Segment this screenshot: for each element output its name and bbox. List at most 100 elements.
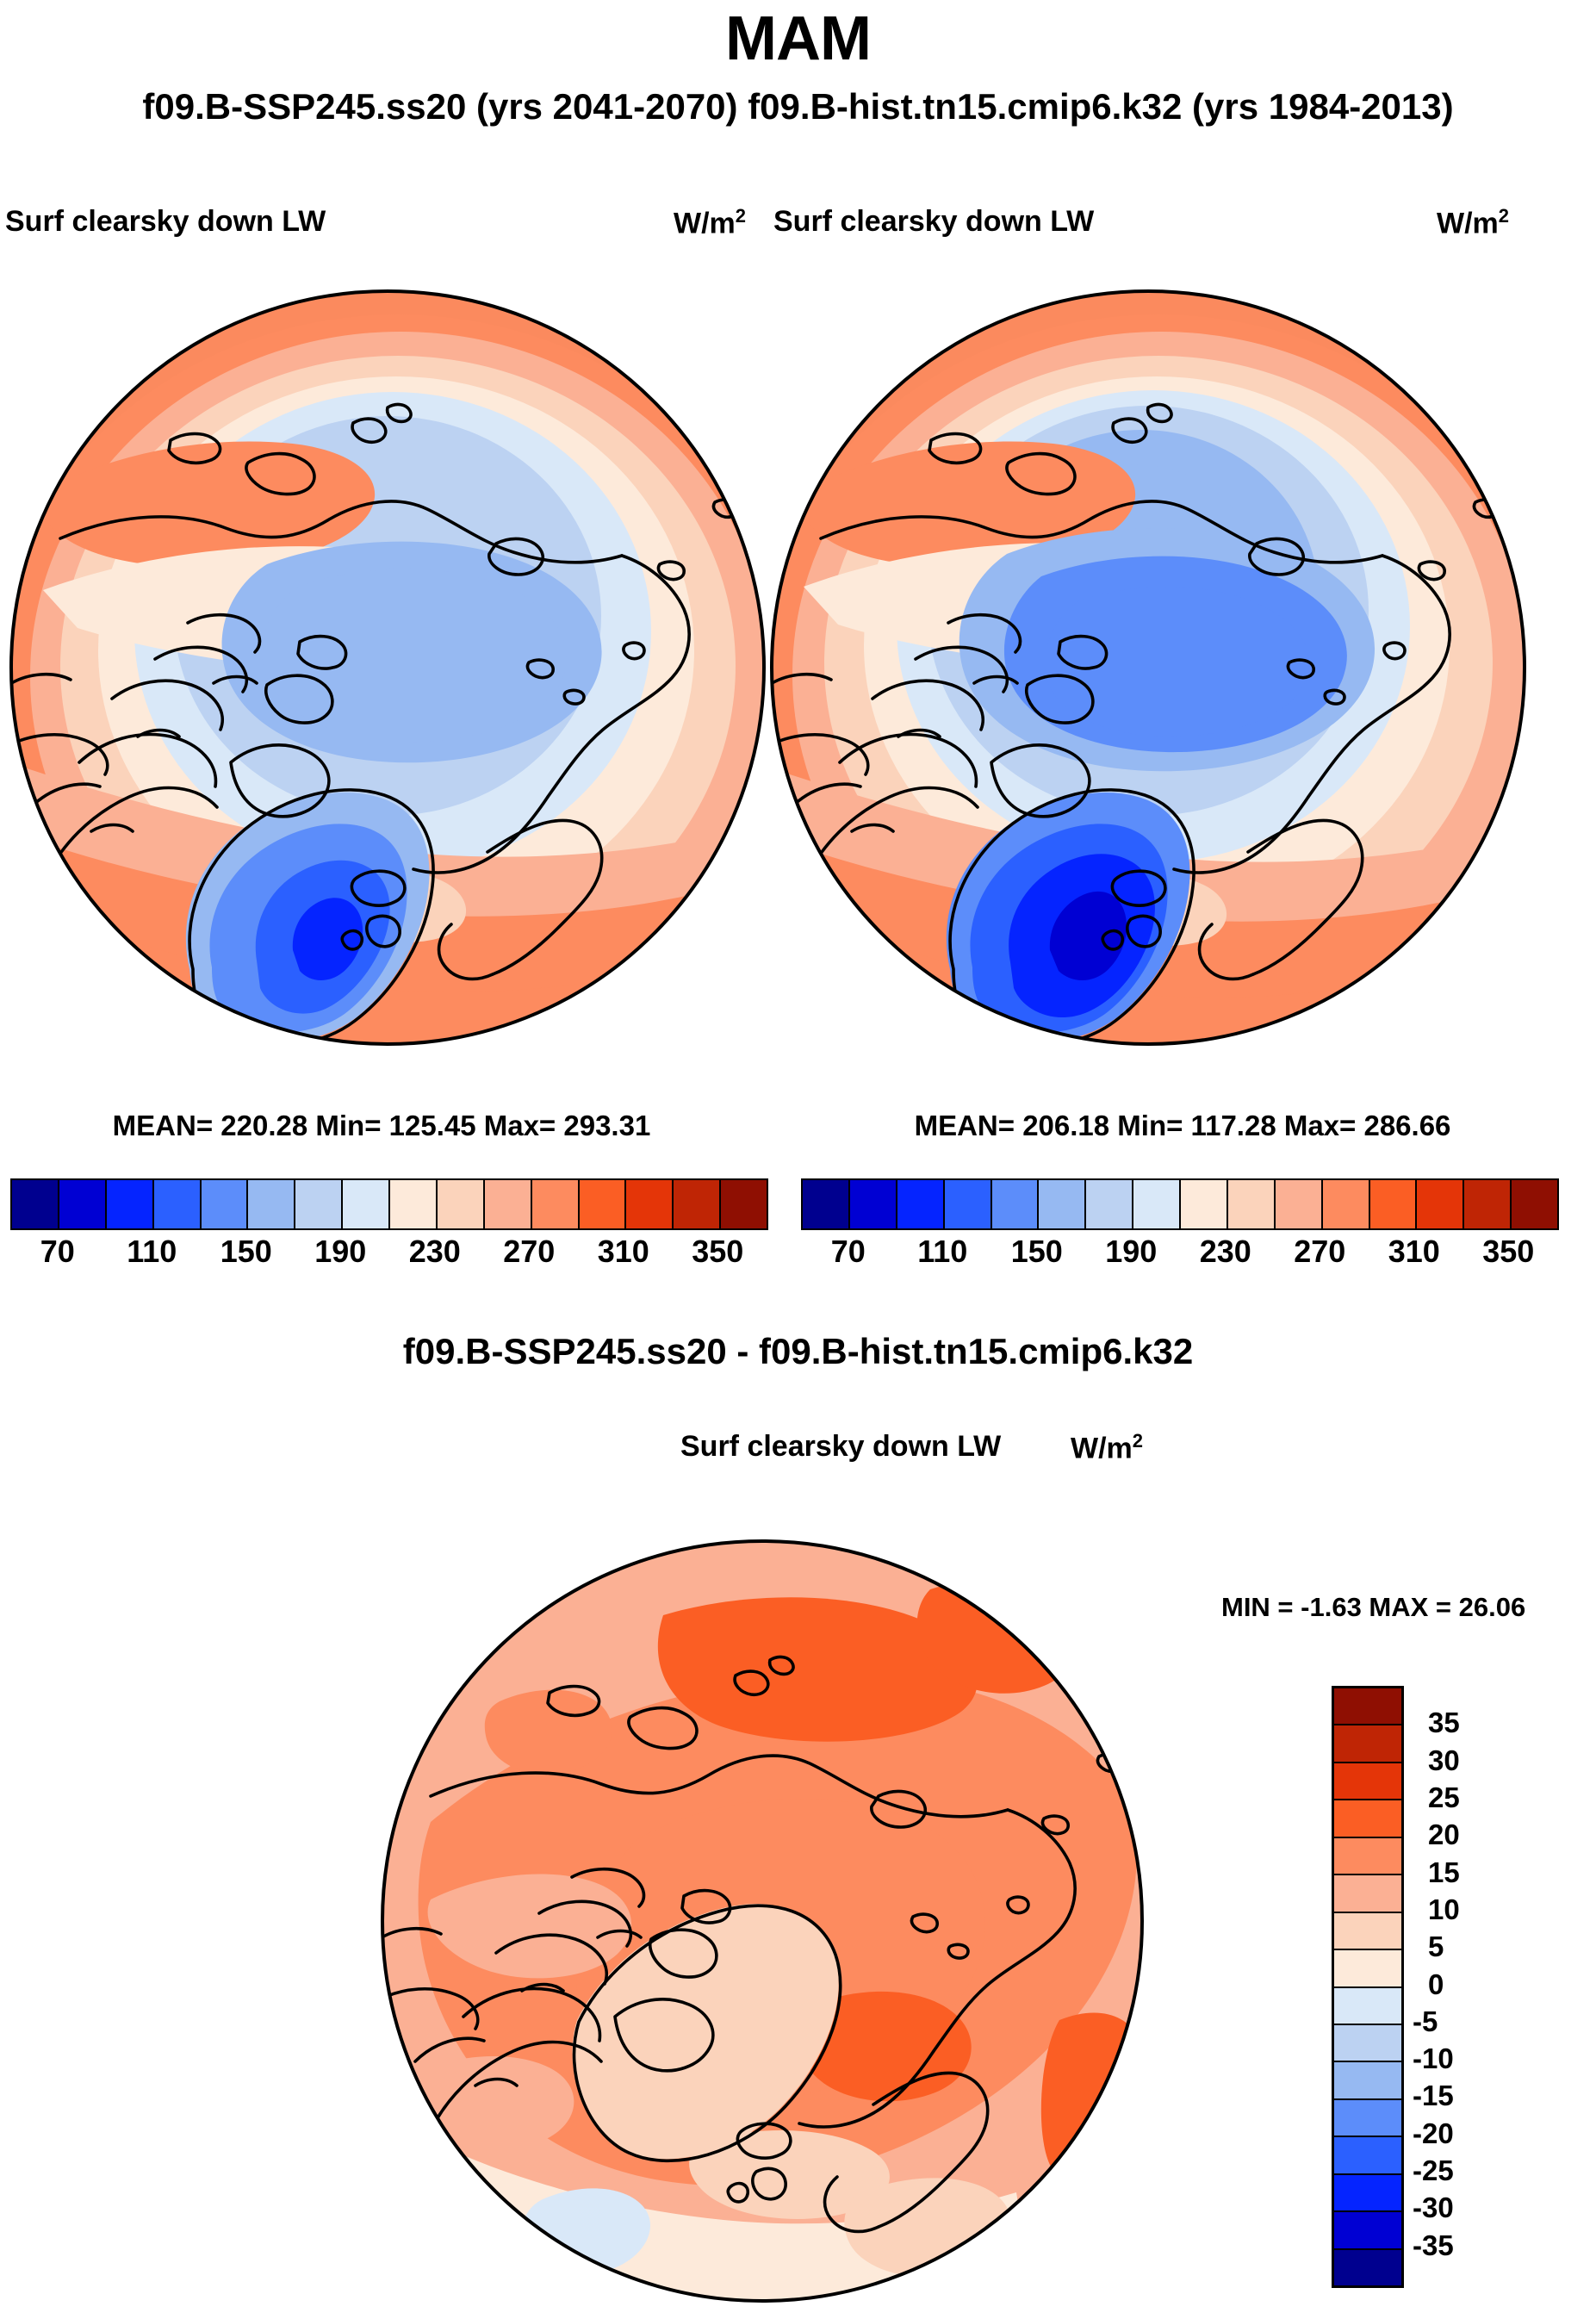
difference-units: W/m2	[1071, 1430, 1143, 1465]
colorbar-cell	[803, 1180, 850, 1228]
colorbar-cell	[1334, 1912, 1401, 1951]
colorbar-cell	[390, 1180, 438, 1228]
colorbar-cell	[1086, 1180, 1134, 1228]
left-panel-units: W/m2	[674, 205, 746, 240]
right-map-outline	[770, 289, 1526, 1046]
difference-polar-map	[379, 1538, 1146, 2304]
colorbar-cell	[1334, 1800, 1401, 1838]
difference-map-outline	[381, 1539, 1144, 2303]
colorbar-cell	[1334, 1837, 1401, 1876]
colorbar-tick-label: 30	[1428, 1744, 1460, 1776]
left-colorbar-ticks: 70 110 150 190 230 270 310 350	[10, 1234, 765, 1273]
colorbar-cell	[1334, 1987, 1401, 2025]
colorbar-tick-label: -30	[1413, 2192, 1454, 2224]
left-panel-stats: MEAN= 220.28 Min= 125.45 Max= 293.31	[112, 1110, 651, 1141]
colorbar-cell	[12, 1180, 59, 1228]
colorbar-cell	[1039, 1180, 1087, 1228]
colorbar-cell	[1334, 1950, 1401, 1988]
right-map-contours	[772, 291, 1525, 1044]
colorbar-cell	[484, 1180, 532, 1228]
colorbar-cell	[295, 1180, 344, 1228]
colorbar-cell	[849, 1180, 897, 1228]
left-units-text: W/m	[674, 207, 736, 240]
colorbar-cell	[1133, 1180, 1181, 1228]
colorbar-tick-label: 310	[1388, 1234, 1440, 1269]
colorbar-cell	[1464, 1180, 1512, 1228]
difference-units-text: W/m	[1071, 1432, 1133, 1465]
left-map-contours	[11, 291, 764, 1044]
colorbar-tick-label: 110	[917, 1234, 968, 1269]
colorbar-cell	[1512, 1180, 1557, 1228]
colorbar-tick-label: 270	[503, 1234, 556, 1269]
colorbar-tick-label: -10	[1413, 2042, 1454, 2075]
right-panel-variable-label: Surf clearsky down LW	[773, 205, 1095, 238]
left-polar-map	[9, 280, 767, 1055]
case-subtitle: f09.B-SSP245.ss20 (yrs 2041-2070) f09.B-…	[142, 86, 1454, 127]
colorbar-tick-label: 15	[1428, 1856, 1460, 1888]
colorbar-tick-label: 230	[408, 1234, 461, 1269]
colorbar-tick-label: 150	[1010, 1234, 1063, 1269]
colorbar-cell	[153, 1180, 202, 1228]
colorbar-cell	[437, 1180, 485, 1228]
right-colorbar[interactable]	[801, 1178, 1559, 1230]
colorbar-cell	[579, 1180, 627, 1228]
colorbar-cell	[1322, 1180, 1370, 1228]
colorbar-cell	[1334, 2249, 1401, 2285]
colorbar-tick-label: 10	[1428, 1893, 1460, 1925]
colorbar-tick-label: 150	[220, 1234, 272, 1269]
colorbar-tick-label: -5	[1413, 2005, 1438, 2037]
colorbar-tick-label: 270	[1294, 1234, 1346, 1269]
colorbar-cell	[1334, 1688, 1401, 1726]
difference-variable-label: Surf clearsky down LW	[680, 1430, 1002, 1463]
right-map-coastlines	[772, 402, 1513, 1044]
colorbar-cell	[897, 1180, 945, 1228]
colorbar-cell	[59, 1180, 107, 1228]
colorbar-cell	[1417, 1180, 1465, 1228]
colorbar-cell	[1369, 1180, 1418, 1228]
difference-minmax: MIN = -1.63 MAX = 26.06	[1221, 1592, 1526, 1622]
colorbar-cell	[1227, 1180, 1276, 1228]
left-colorbar[interactable]	[10, 1178, 768, 1230]
colorbar-tick-label: 25	[1428, 1781, 1460, 1813]
right-units-text: W/m	[1437, 207, 1499, 240]
left-map-outline	[9, 289, 766, 1046]
colorbar-tick-label: 230	[1199, 1234, 1251, 1269]
colorbar-cell	[106, 1180, 154, 1228]
colorbar-tick-label: 350	[692, 1234, 744, 1269]
page-title: MAM	[725, 4, 872, 73]
colorbar-cell	[1334, 2174, 1401, 2213]
colorbar-cell	[1334, 2024, 1401, 2063]
colorbar-cell	[343, 1180, 390, 1228]
colorbar-tick-label: 35	[1428, 1707, 1460, 1739]
colorbar-tick-label: 190	[314, 1234, 367, 1269]
colorbar-tick-label: 310	[597, 1234, 649, 1269]
colorbar-cell	[1334, 1875, 1401, 1913]
colorbar-tick-label: -15	[1413, 2080, 1454, 2112]
colorbar-tick-label: -20	[1413, 2117, 1454, 2149]
colorbar-tick-label: 350	[1482, 1234, 1535, 1269]
difference-units-exponent: 2	[1132, 1430, 1144, 1452]
colorbar-cell	[1334, 2212, 1401, 2250]
right-panel-stats: MEAN= 206.18 Min= 117.28 Max= 286.66	[914, 1110, 1451, 1141]
colorbar-cell	[248, 1180, 296, 1228]
colorbar-tick-label: 70	[830, 1234, 866, 1269]
right-polar-map	[769, 280, 1527, 1055]
colorbar-tick-label: 70	[40, 1234, 75, 1269]
colorbar-cell	[674, 1180, 722, 1228]
colorbar-tick-label: -25	[1413, 2154, 1454, 2187]
left-panel-variable-label: Surf clearsky down LW	[5, 205, 326, 238]
colorbar-tick-label: 20	[1428, 1819, 1460, 1851]
colorbar-cell	[1181, 1180, 1228, 1228]
difference-colorbar-ticks: 35 30 25 20 15 10 5 0 -5 -10 -15 -20 -25 -30 -35	[1413, 1686, 1550, 2283]
colorbar-tick-label: -35	[1413, 2229, 1454, 2261]
right-units-exponent: 2	[1498, 205, 1510, 227]
colorbar-cell	[1334, 2062, 1401, 2100]
right-colorbar-ticks: 70 110 150 190 230 270 310 350	[801, 1234, 1556, 1273]
colorbar-tick-label: 110	[127, 1234, 177, 1269]
colorbar-cell	[944, 1180, 992, 1228]
difference-map-coastlines	[382, 1655, 1137, 2249]
difference-colorbar[interactable]	[1332, 1686, 1404, 2288]
left-units-exponent: 2	[735, 205, 747, 227]
colorbar-cell	[991, 1180, 1040, 1228]
colorbar-cell	[201, 1180, 249, 1228]
